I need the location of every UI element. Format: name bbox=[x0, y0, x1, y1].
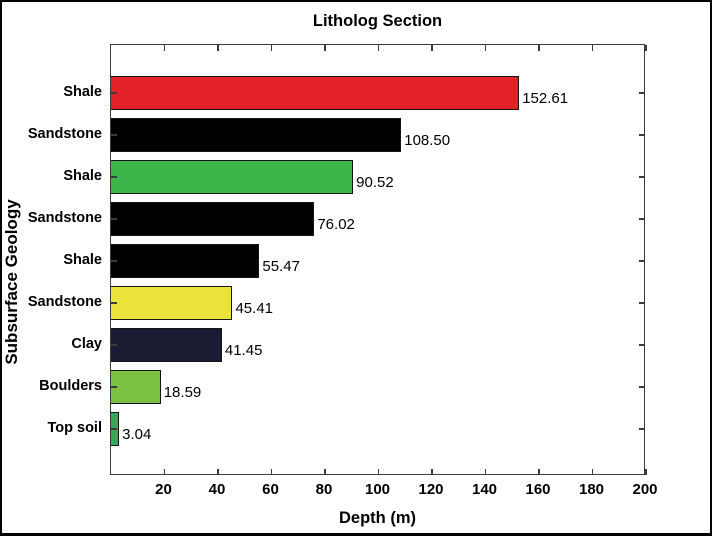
y-axis-tick bbox=[111, 302, 117, 304]
bar-value-label: 55.47 bbox=[262, 258, 300, 275]
bar-sandstone bbox=[111, 118, 402, 152]
bar-value-label: 90.52 bbox=[356, 174, 394, 191]
x-axis-tick bbox=[484, 45, 487, 51]
bar-sandstone bbox=[111, 202, 315, 236]
bar-value-label: 18.59 bbox=[163, 384, 202, 401]
x-axis-tick bbox=[591, 45, 594, 51]
category-label: Clay bbox=[71, 336, 102, 352]
x-axis-tick bbox=[163, 45, 166, 51]
x-tick-label: 60 bbox=[262, 481, 279, 498]
category-label: Sandstone bbox=[27, 126, 102, 142]
x-tick-label: 140 bbox=[471, 481, 498, 498]
x-axis-tick bbox=[591, 468, 594, 475]
y-axis-tick bbox=[638, 134, 645, 136]
bar-boulders bbox=[111, 370, 161, 404]
y-axis-tick bbox=[638, 302, 645, 304]
x-axis-tick bbox=[538, 468, 540, 475]
category-label: Boulders bbox=[39, 378, 102, 394]
x-tick-label: 120 bbox=[418, 481, 444, 498]
y-axis-tick bbox=[111, 344, 117, 346]
category-label: Shale bbox=[63, 84, 102, 100]
x-axis-tick bbox=[431, 45, 433, 51]
bar-value-label: 108.50 bbox=[404, 132, 451, 149]
x-axis-tick bbox=[217, 468, 219, 475]
bar-value-label: 76.02 bbox=[317, 216, 355, 233]
category-label: Shale bbox=[63, 168, 102, 184]
x-axis-tick bbox=[324, 468, 326, 475]
x-tick-label: 200 bbox=[632, 481, 658, 498]
y-axis-tick bbox=[638, 176, 645, 178]
x-axis-tick bbox=[217, 45, 219, 51]
y-axis-tick bbox=[638, 386, 645, 388]
y-axis-tick bbox=[111, 92, 117, 94]
plot-area: 152.61 108.50 90.52 76.02 55.47 45.41 41.45 18.… bbox=[110, 44, 647, 475]
x-axis-tick bbox=[538, 45, 540, 51]
y-axis-tick bbox=[111, 260, 117, 262]
x-axis-tick bbox=[377, 468, 380, 475]
bar-shale bbox=[111, 160, 354, 194]
x-axis-tick bbox=[163, 468, 166, 475]
x-axis-tick bbox=[270, 45, 273, 51]
x-tick-label: 180 bbox=[578, 481, 605, 498]
category-label: Sandstone bbox=[27, 210, 102, 226]
x-axis-tick bbox=[484, 468, 487, 475]
category-label: Sandstone bbox=[27, 294, 102, 310]
y-axis-tick bbox=[111, 386, 117, 388]
x-axis-tick bbox=[645, 468, 647, 475]
x-tick-label: 160 bbox=[525, 481, 551, 498]
y-axis-tick bbox=[111, 176, 117, 178]
x-axis-tick bbox=[377, 45, 380, 51]
y-axis-tick bbox=[638, 344, 645, 346]
bar-clay bbox=[111, 328, 222, 362]
y-axis-label-text: Subsurface Geology bbox=[2, 199, 21, 365]
category-label: Shale bbox=[63, 252, 102, 268]
y-axis-tick bbox=[111, 428, 117, 430]
bar-value-label: 152.61 bbox=[522, 90, 569, 107]
x-tick-label: 20 bbox=[155, 481, 172, 498]
category-label: Top soil bbox=[47, 420, 102, 436]
chart-title: Litholog Section bbox=[312, 12, 443, 30]
x-axis-tick bbox=[645, 45, 647, 51]
x-axis-label: Depth (m) bbox=[339, 509, 416, 527]
bar-value-label: 3.04 bbox=[122, 426, 152, 443]
bar-value-label: 45.41 bbox=[235, 300, 274, 317]
x-tick-label: 100 bbox=[364, 481, 391, 498]
y-axis-tick bbox=[638, 92, 645, 94]
x-axis-tick bbox=[324, 45, 326, 51]
bar-shale bbox=[111, 76, 520, 110]
bar-value-label: 41.45 bbox=[224, 342, 263, 359]
bar-shale bbox=[111, 244, 260, 278]
y-axis-tick bbox=[638, 218, 645, 220]
bar-sandstone bbox=[111, 286, 233, 320]
y-axis-tick bbox=[638, 260, 645, 262]
y-axis-tick bbox=[638, 428, 645, 430]
y-axis-tick bbox=[111, 218, 117, 220]
x-axis-tick bbox=[431, 468, 433, 475]
y-axis-tick bbox=[111, 134, 117, 136]
x-tick-label: 40 bbox=[208, 481, 226, 498]
x-axis-tick bbox=[270, 468, 273, 475]
x-tick-label: 80 bbox=[315, 481, 333, 498]
